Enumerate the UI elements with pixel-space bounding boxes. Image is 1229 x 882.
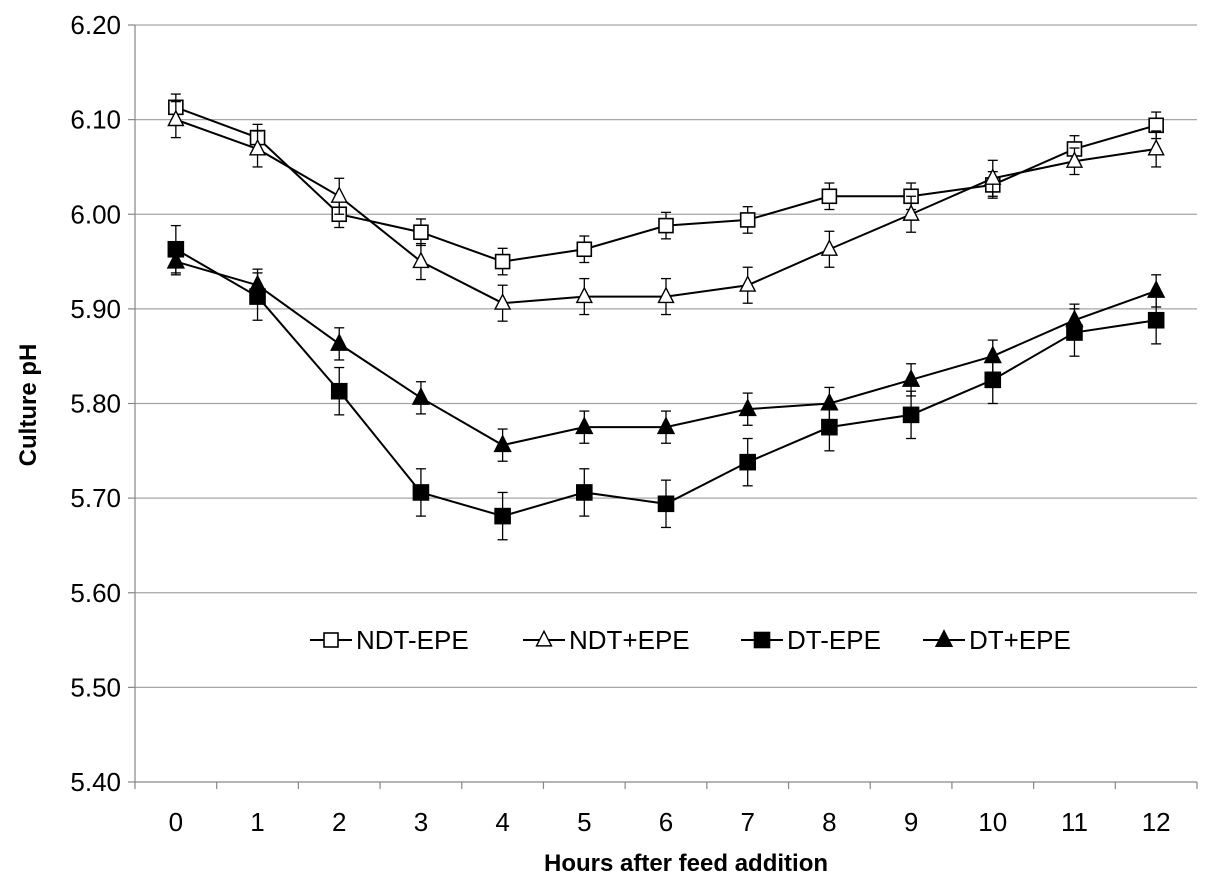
data-point [1148,117,1164,134]
data-point [1147,311,1165,329]
data-point [330,186,348,203]
y-tick-label: 6.10 [70,105,121,135]
data-point [248,138,267,156]
legend-label: DT+EPE [969,625,1071,655]
y-tick-label: 5.80 [70,389,121,419]
data-point [412,251,430,269]
data-point [167,109,185,127]
data-point [820,239,839,256]
x-axis-title: Hours after feed addition [544,850,828,877]
data-point [901,369,921,387]
y-tick-label: 5.70 [70,483,121,513]
data-point [738,398,757,417]
legend-item: DT-EPE [741,625,881,655]
x-tick-label: 3 [414,807,428,837]
legend: NDT-EPE NDT+EPE DT-EPE DT+EPE [310,625,1071,655]
data-point [575,286,593,304]
legend-item: NDT-EPE [310,625,469,655]
x-tick-label: 10 [978,807,1007,837]
series-ndt-epe [167,100,1165,322]
x-tick-label: 0 [169,807,183,837]
data-point [902,406,920,424]
data-point [984,371,1002,389]
x-tick-label: 6 [659,807,673,837]
x-tick-label: 2 [332,807,346,837]
data-point [493,292,512,310]
data-point [330,333,349,351]
x-tick-label: 1 [250,807,264,837]
x-tick-label: 7 [740,807,754,837]
y-tick-label: 6.00 [70,199,121,229]
data-point [330,382,348,400]
data-point [493,434,512,453]
data-point [576,484,593,501]
data-point [1065,151,1084,168]
data-point [658,217,674,234]
series-line [175,118,1157,305]
data-point [494,507,511,525]
series-dt-epe [167,224,1165,541]
data-point [413,224,429,241]
data-point [739,453,756,471]
data-point [411,386,431,405]
data-point [1065,309,1084,328]
data-point [576,241,593,258]
data-point [248,274,267,293]
legend-marker [753,631,771,649]
legend-marker [323,632,339,648]
legend-marker [535,629,553,647]
data-point [657,286,675,304]
x-tick-label: 5 [577,807,591,837]
gridlines [135,24,1197,688]
legend-label: DT-EPE [787,625,881,655]
y-tick-label: 5.50 [70,672,121,702]
data-point [575,416,594,435]
legend-label: NDT+EPE [569,625,690,655]
data-point [657,495,675,513]
data-point [739,275,757,292]
x-tick-label: 4 [495,807,509,837]
y-tick-label: 6.20 [70,10,121,40]
y-tick-label: 5.60 [70,578,121,608]
legend-item: NDT+EPE [523,625,690,655]
y-tick-label: 5.90 [70,294,121,324]
data-point [902,204,920,221]
axes: 5.405.505.605.705.805.906.006.106.200 1 2 3… [70,10,1198,837]
data-point [739,212,756,228]
legend-label: NDT-EPE [356,625,469,655]
data-point [412,484,430,501]
series-group [166,93,1166,541]
data-point [1147,280,1166,298]
data-point [1147,138,1165,156]
series-dt-epe [166,247,1166,462]
data-point [984,168,1002,185]
y-axis-title: Culture pH [15,344,42,467]
data-point [821,418,838,436]
x-tick-label: 8 [822,807,836,837]
data-point [821,188,838,205]
data-point [656,416,676,435]
data-point [166,250,185,269]
x-tick-label: 9 [904,807,918,837]
legend-marker [934,629,954,647]
x-tick-label: 12 [1142,807,1171,837]
data-point [820,392,839,411]
y-tick-label: 5.40 [70,767,121,797]
data-point [983,345,1002,364]
legend-item: DT+EPE [923,625,1071,655]
data-point [494,253,511,270]
x-tick-label: 11 [1061,807,1088,837]
